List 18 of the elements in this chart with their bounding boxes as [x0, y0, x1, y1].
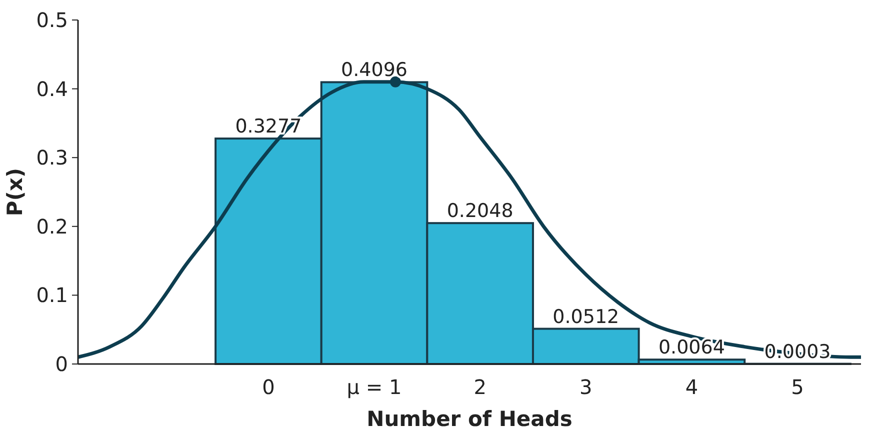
x-tick-label: 2: [474, 375, 486, 399]
y-tick-label: 0.4: [36, 76, 68, 101]
x-tick-label: μ = 1: [346, 375, 402, 399]
y-tick-label: 0.2: [36, 214, 68, 238]
y-tick-label: 0.5: [36, 8, 68, 32]
data-label: 0.2048: [446, 200, 514, 222]
x-tick-label: 0: [262, 375, 275, 399]
x-axis-title: Number of Heads: [366, 407, 572, 431]
y-axis-title: P(x): [3, 168, 27, 216]
data-label: 0.4096: [341, 59, 408, 82]
y-tick-label: 0.3: [36, 146, 68, 170]
y-tick-label: 0: [55, 352, 68, 376]
data-label: 0.0064: [658, 336, 725, 359]
y-tick-label: 0.1: [36, 283, 68, 308]
x-tick-label: 5: [791, 375, 804, 399]
x-tick-label: 4: [685, 375, 698, 399]
data-label: 0.0512: [552, 306, 620, 328]
x-tick-label: 3: [580, 375, 592, 399]
